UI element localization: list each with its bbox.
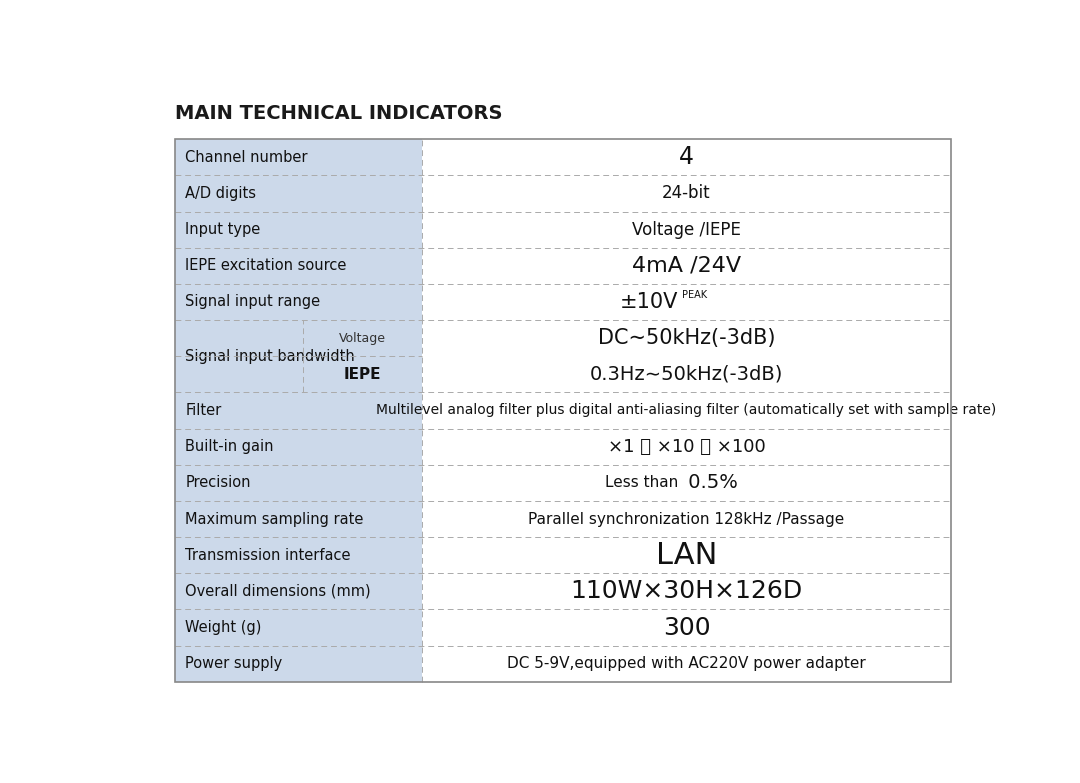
Text: MAIN TECHNICAL INDICATORS: MAIN TECHNICAL INDICATORS: [175, 104, 502, 123]
Text: Weight (g): Weight (g): [186, 620, 261, 635]
Bar: [175, 501, 422, 537]
Text: 0.3Hz∼50kHz(-3dB): 0.3Hz∼50kHz(-3dB): [590, 365, 783, 384]
Bar: [422, 175, 951, 211]
Text: Channel number: Channel number: [186, 150, 308, 164]
Bar: [175, 392, 422, 428]
Text: Less than: Less than: [605, 475, 678, 490]
Text: Signal input bandwidth: Signal input bandwidth: [186, 348, 355, 364]
Bar: [175, 211, 422, 247]
Text: 4mA /24V: 4mA /24V: [632, 256, 741, 276]
Bar: [175, 646, 422, 682]
Bar: [175, 139, 422, 175]
Bar: [422, 139, 951, 175]
Bar: [175, 284, 422, 320]
Text: LAN: LAN: [656, 541, 717, 570]
Text: Transmission interface: Transmission interface: [186, 547, 351, 563]
Bar: [422, 211, 951, 247]
Bar: [422, 609, 951, 646]
Bar: [422, 537, 951, 573]
Text: IEPE: IEPE: [343, 366, 381, 382]
Text: 4: 4: [679, 146, 694, 169]
Bar: [422, 428, 951, 465]
Text: ±10V: ±10V: [620, 292, 678, 312]
Text: 300: 300: [663, 615, 711, 640]
Bar: [175, 609, 422, 646]
Text: 0.5%: 0.5%: [683, 474, 739, 493]
Text: Voltage /IEPE: Voltage /IEPE: [632, 221, 741, 239]
Text: ×1 、 ×10 、 ×100: ×1 、 ×10 、 ×100: [608, 438, 766, 456]
Text: A/D digits: A/D digits: [186, 186, 256, 201]
Bar: [175, 573, 422, 609]
Bar: [175, 247, 422, 284]
Text: IEPE excitation source: IEPE excitation source: [186, 258, 347, 273]
Text: Filter: Filter: [186, 403, 221, 418]
Text: Overall dimensions (mm): Overall dimensions (mm): [186, 584, 370, 599]
Bar: [175, 465, 422, 501]
Text: Power supply: Power supply: [186, 656, 283, 671]
Bar: [422, 284, 951, 320]
Text: Input type: Input type: [186, 222, 260, 237]
Text: Signal input range: Signal input range: [186, 294, 321, 309]
Bar: [175, 175, 422, 211]
Text: 110W×30H×126D: 110W×30H×126D: [570, 579, 802, 604]
Text: 24-bit: 24-bit: [662, 185, 711, 203]
Text: DC 5-9V,equipped with AC220V power adapter: DC 5-9V,equipped with AC220V power adapt…: [508, 656, 866, 671]
Text: DC∼50kHz(-3dB): DC∼50kHz(-3dB): [597, 328, 775, 348]
Text: Precision: Precision: [186, 475, 251, 490]
Text: Multilevel analog filter plus digital anti-aliasing filter (automatically set wi: Multilevel analog filter plus digital an…: [376, 403, 997, 417]
Bar: [422, 501, 951, 537]
Text: Maximum sampling rate: Maximum sampling rate: [186, 511, 364, 526]
Bar: [422, 247, 951, 284]
Text: PEAK: PEAK: [683, 290, 707, 301]
Bar: [422, 573, 951, 609]
Bar: [422, 320, 951, 392]
Bar: [175, 320, 422, 392]
Text: Parallel synchronization 128kHz /Passage: Parallel synchronization 128kHz /Passage: [528, 511, 845, 526]
Bar: [422, 465, 951, 501]
Bar: [422, 646, 951, 682]
Bar: [422, 392, 951, 428]
Text: Voltage: Voltage: [339, 332, 387, 345]
Bar: [175, 537, 422, 573]
Text: Built-in gain: Built-in gain: [186, 439, 273, 454]
Bar: [175, 428, 422, 465]
